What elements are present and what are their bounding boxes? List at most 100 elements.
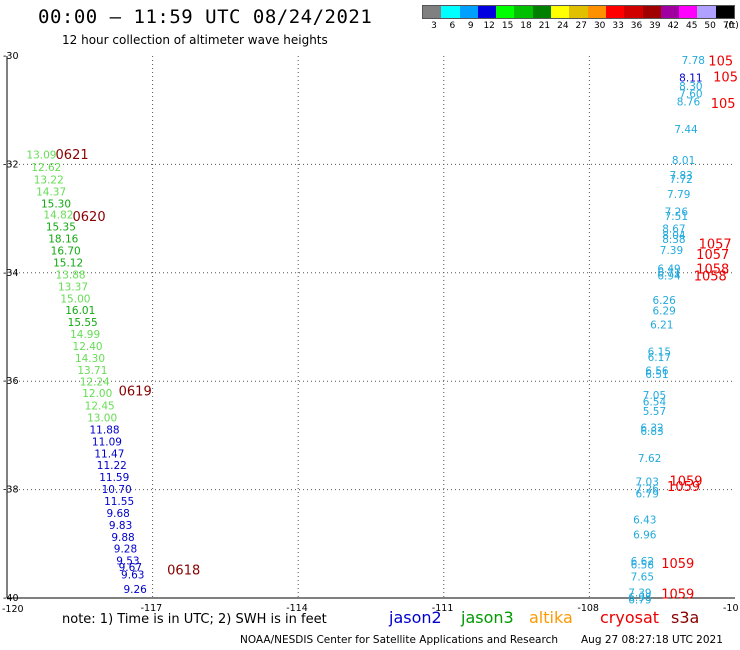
lat-tick-label: -32 xyxy=(3,159,19,170)
wave-height-value: 7.26 xyxy=(636,484,660,496)
wave-height-value: 6.51 xyxy=(645,369,668,381)
wave-height-value: 14.99 xyxy=(70,329,100,341)
wave-height-value: 8.76 xyxy=(677,97,701,109)
pass-time-label: 1059 xyxy=(661,557,694,572)
lon-tick-label: -114 xyxy=(286,603,308,614)
wave-height-value: 6.56 xyxy=(645,365,669,377)
pass-time-label: 1059 xyxy=(669,474,702,489)
credit-timestamp: Aug 27 08:27:18 UTC 2021 xyxy=(581,634,723,646)
wave-height-value: 7.79 xyxy=(667,189,690,201)
wave-height-value: 7.44 xyxy=(674,124,698,136)
lat-tick-label: -30 xyxy=(3,51,19,62)
color-scale-swatch xyxy=(532,6,552,18)
wave-height-value: 8.11 xyxy=(679,73,702,85)
wave-height-value: 11.22 xyxy=(97,460,127,472)
wave-height-value: 15.30 xyxy=(41,198,71,210)
pass-time-label: 1059 xyxy=(661,588,694,603)
wave-height-value: 6.43 xyxy=(633,514,656,526)
wave-height-value: 9.67 xyxy=(119,562,142,574)
pass-time-label: 1058 xyxy=(694,270,727,285)
pass-time-label: 0618 xyxy=(167,563,200,578)
color-scale-swatch xyxy=(660,6,680,18)
wave-height-value: 7.51 xyxy=(665,211,688,223)
color-scale-label: 9 xyxy=(467,21,474,31)
color-scale-swatch xyxy=(679,6,698,18)
wave-height-value: 7.62 xyxy=(638,453,661,465)
wave-height-value: 13.00 xyxy=(87,413,117,425)
wave-height-value: 14.82 xyxy=(43,209,73,221)
color-scale: 3 6 9 12 15 18 21 24 27 30 33 36 39 42 45 50 70 (ft) xyxy=(422,5,739,33)
color-scale-swatch xyxy=(441,6,460,18)
color-scale-swatch xyxy=(624,6,643,18)
pass-time-label: 1057 xyxy=(699,238,732,253)
pass-label-layer: 0621062006190618105105105105710571058105… xyxy=(56,54,738,602)
pass-time-label: 105 xyxy=(713,71,738,86)
wave-height-value: 8.04 xyxy=(662,230,686,242)
page-subtitle: 12 hour collection of altimeter wave hei… xyxy=(62,33,328,47)
lat-tick-label: -40 xyxy=(3,593,19,604)
color-scale-label: 42 xyxy=(667,21,680,31)
color-scale-label: 18 xyxy=(520,21,532,31)
lon-tick-label: -10 xyxy=(723,603,739,614)
wave-height-value: 8.30 xyxy=(679,81,702,93)
color-scale-label: 24 xyxy=(557,21,569,31)
wave-height-value: 6.96 xyxy=(633,530,657,542)
wave-height-value: 11.09 xyxy=(92,436,122,448)
wave-height-value: 6.54 xyxy=(643,396,667,408)
color-scale-label: 12 xyxy=(483,21,495,31)
pass-time-label: 1058 xyxy=(696,262,729,277)
axis-labels: -120 -117 -114 -111 -108 -10 -30 -32 -34 -36 -38 -4… xyxy=(2,51,739,615)
wave-height-value: 9.53 xyxy=(116,556,139,568)
wave-height-value: 9.83 xyxy=(109,520,132,532)
wave-height-value: 16.70 xyxy=(51,246,81,258)
wave-height-value: 12.40 xyxy=(73,341,103,353)
wave-height-value: 12.62 xyxy=(31,162,61,174)
wave-height-value: 7.39 xyxy=(628,588,651,600)
wave-height-value: 14.30 xyxy=(75,353,105,365)
color-scale-swatch xyxy=(587,6,606,18)
wave-height-value: 12.24 xyxy=(80,377,110,389)
lat-tick-label: -38 xyxy=(3,485,19,496)
color-scale-label: 36 xyxy=(630,21,643,31)
color-scale-swatch xyxy=(551,6,570,18)
pass-time-label: 1059 xyxy=(667,480,700,495)
wave-height-value: 11.47 xyxy=(94,448,124,460)
color-scale-label: 6 xyxy=(449,21,456,31)
wave-height-value: 13.37 xyxy=(58,281,88,293)
wave-height-value: 6.58 xyxy=(631,559,654,571)
color-scale-label: 50 xyxy=(704,21,716,31)
wave-height-value: 12.45 xyxy=(85,401,115,413)
legend-jason3: jason3 xyxy=(461,608,514,627)
color-scale-label: 21 xyxy=(538,21,551,31)
lat-tick-label: -36 xyxy=(3,376,19,387)
wave-height-value: 6.98 xyxy=(628,592,651,604)
wave-height-value: 9.88 xyxy=(111,532,134,544)
wave-height-value: 7.83 xyxy=(669,170,692,182)
wave-height-value: 15.55 xyxy=(68,317,98,329)
lon-tick-label: -111 xyxy=(432,603,454,614)
color-scale-swatch xyxy=(459,6,478,18)
pass-time-label: 0621 xyxy=(56,148,89,163)
color-scale-swatch xyxy=(697,6,716,18)
wave-height-value: 8.67 xyxy=(662,223,685,235)
wave-height-value: 6.79 xyxy=(636,488,659,500)
wave-height-value: 6.83 xyxy=(640,426,663,438)
color-scale-label: 15 xyxy=(501,21,514,31)
wave-height-value: 9.68 xyxy=(106,508,129,520)
color-scale-swatch xyxy=(423,6,442,18)
wave-height-value: 6.17 xyxy=(648,352,671,364)
wave-height-value: 6.21 xyxy=(650,319,673,331)
color-scale-swatch xyxy=(715,6,735,18)
wave-height-value: 7.72 xyxy=(669,174,692,186)
wave-height-value: 7.60 xyxy=(679,88,702,100)
color-scale-label: 70 xyxy=(722,21,735,31)
color-scale-swatch xyxy=(496,6,515,18)
legend-s3a: s3a xyxy=(671,608,700,627)
wave-height-value: 7.78 xyxy=(682,55,705,67)
legend-cryosat: cryosat xyxy=(600,608,660,627)
color-scale-label: 27 xyxy=(575,21,587,31)
wave-height-value: 10.70 xyxy=(102,484,132,496)
color-scale-unit: (ft) xyxy=(725,21,739,31)
wave-height-value: 18.16 xyxy=(48,234,78,246)
